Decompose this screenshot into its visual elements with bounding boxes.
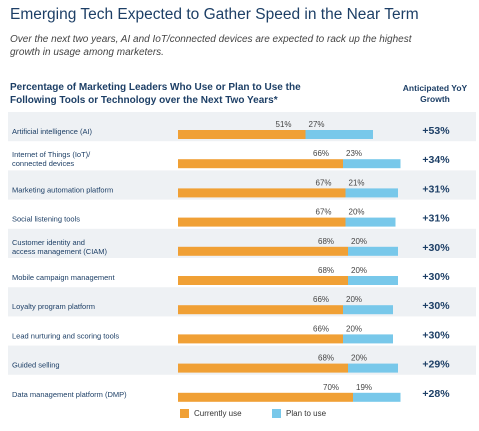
value-label-plan-to-use: 21% <box>349 178 365 187</box>
bar-currently-use <box>178 334 343 344</box>
chart-title: Emerging Tech Expected to Gather Speed i… <box>10 6 419 23</box>
value-label-currently-use: 66% <box>313 324 329 333</box>
value-label-currently-use: 70% <box>323 383 339 392</box>
bar-currently-use <box>178 305 343 315</box>
bar-currently-use <box>178 130 306 139</box>
bar-plan-to-use <box>353 392 401 402</box>
chart-subtitle: Over the next two years, AI and IoT/conn… <box>10 34 412 58</box>
legend-plan-swatch <box>272 409 281 418</box>
legend-current-swatch <box>180 409 189 418</box>
category-label: Social listening tools <box>12 215 80 224</box>
bar-plan-to-use <box>343 334 393 344</box>
category-label: Guided selling <box>12 361 60 370</box>
category-label: Internet of Things (IoT)/connected devic… <box>12 150 91 168</box>
growth-value: +30% <box>422 242 450 254</box>
value-label-currently-use: 66% <box>313 149 329 158</box>
growth-value: +31% <box>422 213 450 225</box>
chart-heading: Percentage of Marketing Leaders Who Use … <box>10 82 301 106</box>
category-label: Marketing automation platform <box>12 185 113 194</box>
value-label-currently-use: 68% <box>318 266 334 275</box>
bar-plan-to-use <box>348 276 398 285</box>
bar-currently-use <box>178 246 348 256</box>
value-label-currently-use: 68% <box>318 237 334 246</box>
bar-plan-to-use <box>343 159 401 169</box>
bar-plan-to-use <box>348 246 398 256</box>
growth-value: +30% <box>422 329 450 341</box>
value-label-plan-to-use: 20% <box>351 266 367 275</box>
category-label: Loyalty program platform <box>12 302 95 311</box>
value-label-plan-to-use: 20% <box>351 237 367 246</box>
bar-plan-to-use <box>345 217 396 227</box>
value-label-plan-to-use: 20% <box>349 208 365 217</box>
category-label: Artificial intelligence (AI) <box>12 127 93 136</box>
value-label-currently-use: 68% <box>318 354 334 363</box>
value-label-plan-to-use: 23% <box>346 149 362 158</box>
bar-plan-to-use <box>348 363 398 373</box>
growth-value: +29% <box>422 359 450 371</box>
value-label-plan-to-use: 27% <box>309 120 325 129</box>
bar-currently-use <box>178 276 348 285</box>
bar-currently-use <box>178 159 343 169</box>
value-label-plan-to-use: 20% <box>351 354 367 363</box>
bar-currently-use <box>178 392 353 402</box>
category-label: Mobile campaign management <box>12 273 115 282</box>
value-label-currently-use: 66% <box>313 295 329 304</box>
growth-value: +53% <box>422 125 450 137</box>
growth-value: +34% <box>422 154 450 166</box>
value-label-currently-use: 67% <box>316 208 332 217</box>
category-label: Lead nurturing and scoring tools <box>12 331 119 340</box>
value-label-plan-to-use: 19% <box>356 383 372 392</box>
growth-value: +28% <box>422 388 450 400</box>
bar-currently-use <box>178 363 348 373</box>
value-label-plan-to-use: 20% <box>346 295 362 304</box>
bar-currently-use <box>178 217 346 227</box>
bar-currently-use <box>178 188 346 198</box>
legend-current: Currently use <box>180 409 242 418</box>
value-label-plan-to-use: 20% <box>346 324 362 333</box>
bar-plan-to-use <box>305 130 373 139</box>
growth-value: +30% <box>422 300 450 312</box>
growth-column-heading: Anticipated YoY Growth <box>402 83 468 104</box>
bar-plan-to-use <box>343 305 393 315</box>
bar-plan-to-use <box>345 188 398 198</box>
value-label-currently-use: 51% <box>276 120 292 129</box>
legend-plan: Plan to use <box>272 409 326 418</box>
growth-value: +30% <box>422 271 450 283</box>
category-label: Customer identity and access management (… <box>12 238 108 256</box>
value-label-currently-use: 67% <box>316 178 332 187</box>
category-label: Data management platform (DMP) <box>12 390 127 399</box>
legend-current-label: Currently use <box>194 409 242 418</box>
legend-plan-label: Plan to use <box>286 409 327 418</box>
growth-value: +31% <box>422 183 450 195</box>
